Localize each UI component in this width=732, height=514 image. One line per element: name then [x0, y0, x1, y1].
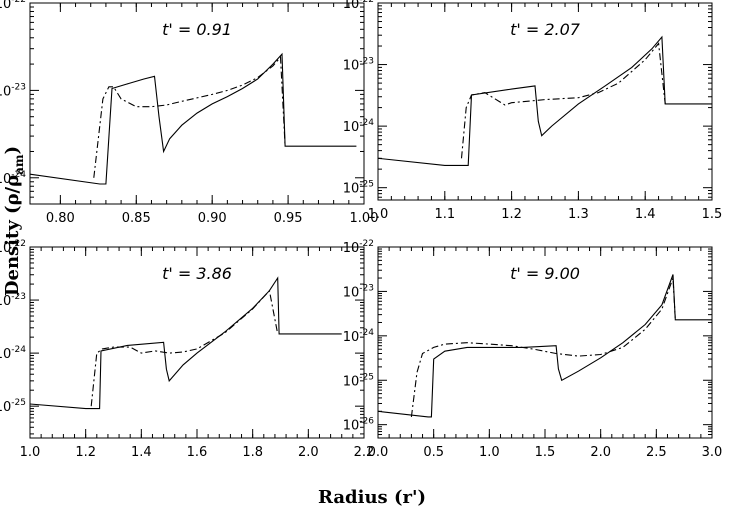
time-annotation: t' = 0.91: [162, 20, 232, 39]
x-tick-label: 1.0: [479, 445, 500, 460]
x-tick-label: 1.00: [350, 211, 379, 226]
x-tick-label: 1.5: [535, 445, 556, 460]
series-dashdot-line: [460, 42, 666, 159]
y-tick-label-exponent: -22: [11, 0, 26, 5]
y-tick-label-exponent: -23: [11, 82, 26, 92]
y-tick-label-exponent: -23: [11, 292, 26, 302]
y-tick-label-base: 10: [343, 182, 360, 197]
y-tick-label-exponent: -25: [359, 180, 374, 190]
x-tick-label: 1.0: [368, 207, 389, 222]
x-tick-label: 2.2: [354, 445, 375, 460]
y-tick-label-base: 10: [0, 347, 11, 362]
y-tick-label-exponent: -24: [11, 170, 26, 180]
time-annotation: t' = 2.07: [510, 20, 581, 39]
x-tick-label: 0.80: [46, 211, 75, 226]
x-tick-label: 0.85: [122, 211, 151, 226]
y-tick-label: 10-22: [0, 239, 26, 256]
x-tick-label: 2.0: [590, 445, 611, 460]
y-tick-label-exponent: -26: [359, 417, 374, 427]
y-tick-label-exponent: -22: [11, 239, 26, 249]
panel-4: 0.0 0.5 1.0 1.5 2.0 2.5 3.010-2610-2510-2410-2…: [343, 239, 723, 460]
y-tick-label-exponent: -23: [359, 283, 374, 293]
y-tick-label-base: 10: [343, 330, 360, 345]
x-tick-label: 1.1: [434, 207, 455, 222]
y-axis-title: Density (ρ/ρam): [2, 146, 26, 296]
time-annotation: t' = 9.00: [510, 264, 580, 283]
x-tick-label: 1.2: [501, 207, 522, 222]
y-tick-label-base: 10: [343, 59, 360, 74]
y-tick-label-base: 10: [0, 294, 11, 309]
y-tick-label-base: 10: [343, 419, 360, 434]
panel-frame: [377, 2, 713, 201]
y-tick-label: 10-25: [343, 372, 374, 389]
y-tick-label: 10-22: [0, 0, 26, 12]
series-dashdot-line: [90, 289, 279, 407]
series-solid-line: [30, 276, 342, 410]
x-tick-label: 0.90: [198, 211, 227, 226]
y-tick-label: 10-23: [0, 82, 26, 99]
y-tick-label: 10-24: [343, 328, 375, 345]
y-tick-label-base: 10: [0, 84, 11, 99]
x-tick-label: 3.0: [702, 445, 723, 460]
x-tick-label: 1.3: [568, 207, 589, 222]
x-axis-title: Radius (r'): [318, 487, 426, 508]
y-tick-label-exponent: -24: [359, 118, 374, 128]
y-tick-label-base: 10: [343, 120, 360, 135]
x-tick-label: 1.4: [131, 445, 152, 460]
x-tick-label: 2.5: [646, 445, 667, 460]
y-axis-title-main: Density (ρ/ρ: [2, 175, 23, 296]
y-tick-label: 10-26: [343, 417, 375, 434]
y-tick-label-base: 10: [0, 172, 11, 187]
y-tick-label-exponent: -25: [359, 372, 374, 382]
x-tick-label: 1.8: [242, 445, 263, 460]
y-tick-label: 10-25: [0, 398, 26, 415]
y-tick-label-exponent: -23: [359, 57, 374, 67]
y-tick-label-base: 10: [0, 0, 11, 12]
y-tick-label-base: 10: [343, 241, 360, 256]
y-tick-label-exponent: -24: [359, 328, 374, 338]
y-tick-label-exponent: -22: [359, 239, 374, 249]
y-tick-label: 10-24: [0, 170, 26, 187]
y-tick-label-exponent: -24: [11, 345, 26, 355]
y-tick-label-exponent: -25: [11, 398, 26, 408]
x-tick-label: 1.4: [635, 207, 656, 222]
series-solid-line: [378, 35, 712, 166]
series-solid-line: [378, 274, 712, 418]
x-tick-label: 0.95: [274, 211, 303, 226]
panel-2: 1.0 1.1 1.2 1.3 1.4 1.510-2510-2410-2310-22t'…: [343, 0, 723, 222]
series-dashdot-line: [410, 277, 676, 417]
y-axis-title-subscript: am: [12, 154, 26, 175]
y-tick-label-base: 10: [343, 0, 360, 12]
y-axis-title-close: ): [2, 146, 23, 155]
y-tick-label-base: 10: [0, 241, 11, 256]
x-tick-label: 1.2: [75, 445, 96, 460]
x-tick-label: 0.5: [423, 445, 444, 460]
x-tick-label: 2.0: [298, 445, 319, 460]
y-tick-label: 10-24: [0, 345, 26, 362]
series-dashdot-line: [93, 55, 286, 178]
y-tick-label: 10-23: [0, 292, 26, 309]
series-solid-line: [30, 52, 357, 185]
y-tick-label: 10-23: [343, 283, 374, 300]
y-tick-label-base: 10: [343, 285, 360, 300]
panel-3: 1.01.21.41.61.82.02.210-2510-2410-2310-2…: [0, 239, 374, 460]
y-tick-label-exponent: -22: [359, 0, 374, 5]
x-tick-label: 1.5: [702, 207, 723, 222]
y-tick-label: 10-22: [343, 0, 374, 12]
y-tick-label: 10-25: [343, 180, 374, 197]
x-tick-label: 1.6: [187, 445, 208, 460]
y-tick-label-base: 10: [343, 374, 360, 389]
y-tick-label-base: 10: [0, 400, 11, 415]
y-tick-label: 10-22: [343, 239, 374, 256]
x-tick-label: 1.0: [20, 445, 41, 460]
y-tick-label: 10-23: [343, 57, 374, 74]
y-tick-label: 10-24: [343, 118, 375, 135]
x-tick-label: 0.0: [368, 445, 389, 460]
time-annotation: t' = 3.86: [162, 264, 232, 283]
